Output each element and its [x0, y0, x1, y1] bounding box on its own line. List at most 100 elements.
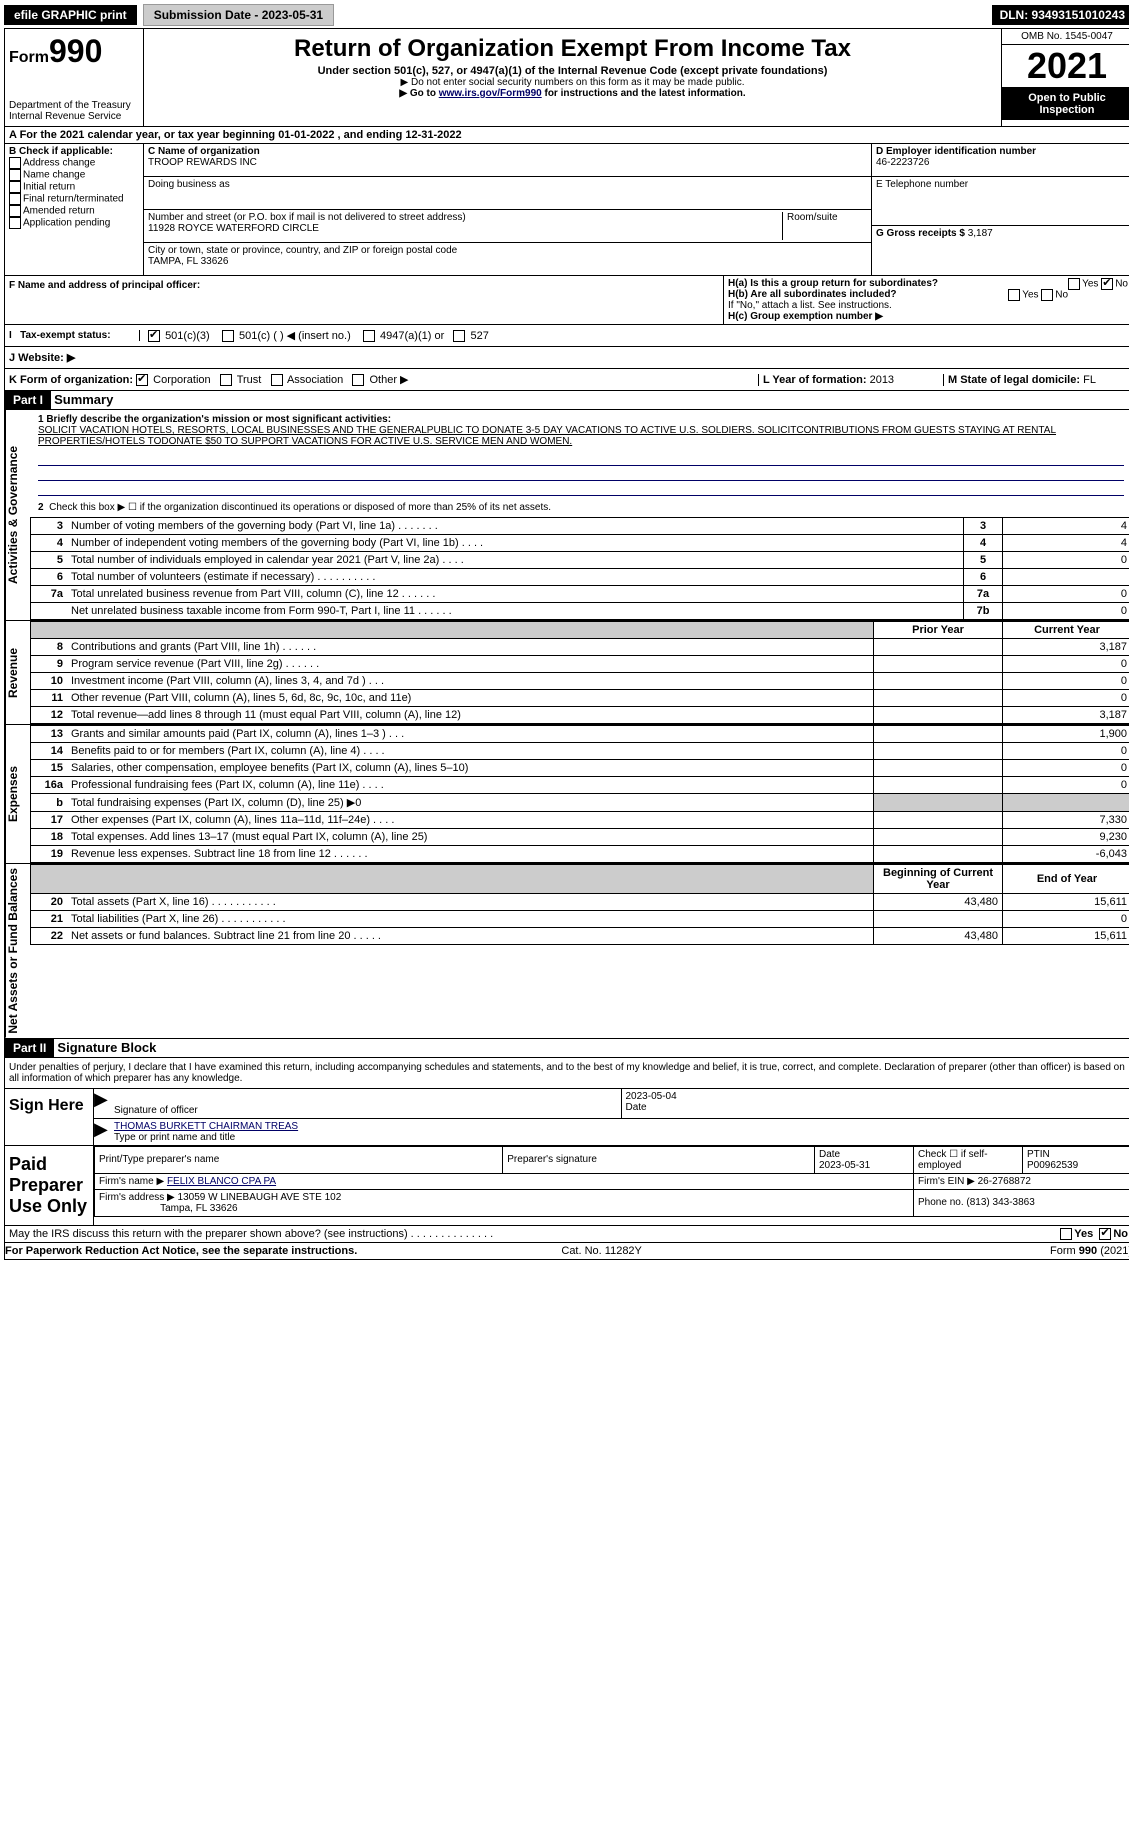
assoc-checkbox[interactable]	[271, 374, 283, 386]
line21-prior	[874, 911, 1003, 928]
line8-val: 3,187	[1003, 639, 1129, 656]
line3-val: 4	[1003, 518, 1129, 535]
app-pending-label: Application pending	[23, 218, 110, 229]
firm-addr2: Tampa, FL 33626	[160, 1203, 237, 1214]
bcd-block: B Check if applicable: Address change Na…	[5, 144, 1129, 276]
net-assets-table: Beginning of Current YearEnd of Year 20T…	[30, 864, 1129, 945]
header-left: Form990 Department of the Treasury Inter…	[5, 29, 144, 126]
m-value: FL	[1083, 374, 1096, 386]
discuss-no: No	[1113, 1228, 1128, 1240]
hb-yes-checkbox[interactable]	[1008, 289, 1020, 301]
line7a-val: 0	[1003, 586, 1129, 603]
line5-desc: Total number of individuals employed in …	[67, 552, 964, 569]
line14-val: 0	[1003, 743, 1129, 760]
initial-return-checkbox[interactable]	[9, 181, 21, 193]
501c-checkbox[interactable]	[222, 330, 234, 342]
calendar-year-line: A For the 2021 calendar year, or tax yea…	[5, 127, 1129, 144]
amended-return-checkbox[interactable]	[9, 205, 21, 217]
eoy-hdr: End of Year	[1003, 865, 1129, 894]
street-value: 11928 ROYCE WATERFORD CIRCLE	[148, 223, 782, 234]
gross-receipts-value: 3,187	[968, 228, 993, 239]
discuss-yes: Yes	[1074, 1228, 1093, 1240]
line22-desc: Net assets or fund balances. Subtract li…	[67, 928, 874, 945]
line7b-val: 0	[1003, 603, 1129, 620]
ptin-value: P00962539	[1027, 1160, 1078, 1171]
line22-val: 15,611	[1003, 928, 1129, 945]
line1-label: 1 Briefly describe the organization's mi…	[38, 414, 391, 425]
irs-link[interactable]: www.irs.gov/Form990	[439, 88, 542, 99]
sig-date-label: Date	[626, 1102, 1129, 1113]
line4-desc: Number of independent voting members of …	[67, 535, 964, 552]
omb-number: OMB No. 1545-0047	[1002, 29, 1129, 44]
line21-val: 0	[1003, 911, 1129, 928]
final-return-checkbox[interactable]	[9, 193, 21, 205]
line18-desc: Total expenses. Add lines 13–17 (must eq…	[67, 829, 874, 846]
street-label: Number and street (or P.O. box if mail i…	[148, 212, 782, 223]
trust-checkbox[interactable]	[220, 374, 232, 386]
goto-pre: ▶ Go to	[399, 88, 438, 99]
top-bar: efile GRAPHIC print Submission Date - 20…	[4, 4, 1129, 26]
declaration-text: Under penalties of perjury, I declare th…	[5, 1058, 1129, 1088]
line2-text: Check this box ▶ ☐ if the organization d…	[49, 502, 551, 513]
irs-label: Internal Revenue Service	[9, 111, 139, 122]
line3-desc: Number of voting members of the governin…	[67, 518, 964, 535]
name-change-checkbox[interactable]	[9, 169, 21, 181]
section-c: C Name of organization TROOP REWARDS INC…	[144, 144, 871, 275]
firm-name-value[interactable]: FELIX BLANCO CPA PA	[167, 1176, 276, 1187]
527-checkbox[interactable]	[453, 330, 465, 342]
fh-block: F Name and address of principal officer:…	[5, 276, 1129, 325]
dba-label: Doing business as	[148, 179, 867, 190]
open-inspection: Open to Public Inspection	[1002, 88, 1129, 120]
ptin-label: PTIN	[1027, 1149, 1050, 1160]
527-label: 527	[470, 330, 488, 342]
4947-checkbox[interactable]	[363, 330, 375, 342]
section-f: F Name and address of principal officer:	[5, 276, 723, 324]
line6-desc: Total number of volunteers (estimate if …	[67, 569, 964, 586]
discuss-no-checkbox[interactable]	[1099, 1228, 1111, 1240]
line15-val: 0	[1003, 760, 1129, 777]
line12-val: 3,187	[1003, 707, 1129, 724]
m-label: M State of legal domicile:	[948, 374, 1080, 386]
line19-desc: Revenue less expenses. Subtract line 18 …	[67, 846, 874, 863]
b-label: B Check if applicable:	[9, 146, 139, 157]
no-label-2: No	[1055, 290, 1068, 301]
other-checkbox[interactable]	[352, 374, 364, 386]
org-name-label: C Name of organization	[148, 146, 867, 157]
line13-val: 1,900	[1003, 726, 1129, 743]
section-h: H(a) Is this a group return for subordin…	[723, 276, 1129, 324]
mission-text: SOLICIT VACATION HOTELS, RESORTS, LOCAL …	[38, 425, 1056, 447]
klm-row: K Form of organization: Corporation Trus…	[5, 369, 1129, 391]
underline-2	[38, 468, 1124, 481]
firm-name-label: Firm's name ▶	[99, 1176, 164, 1187]
ha-no-checkbox[interactable]	[1101, 278, 1113, 290]
line9-val: 0	[1003, 656, 1129, 673]
vtab-expenses: Expenses	[5, 725, 30, 863]
section-d: D Employer identification number 46-2223…	[871, 144, 1129, 275]
l-label: L Year of formation:	[763, 374, 867, 386]
trust-label: Trust	[237, 374, 262, 386]
org-name: TROOP REWARDS INC	[148, 157, 867, 168]
line12-desc: Total revenue—add lines 8 through 11 (mu…	[67, 707, 874, 724]
part1-header: Part I Summary	[5, 391, 1129, 410]
corp-checkbox[interactable]	[136, 374, 148, 386]
discuss-row: May the IRS discuss this return with the…	[5, 1225, 1129, 1242]
vtab-revenue: Revenue	[5, 621, 30, 724]
line6-val	[1003, 569, 1129, 586]
addr-change-label: Address change	[23, 158, 95, 169]
hb-note: If "No," attach a list. See instructions…	[728, 300, 1128, 311]
line20-prior: 43,480	[874, 894, 1003, 911]
hb-no-checkbox[interactable]	[1041, 289, 1053, 301]
gross-receipts-label: G Gross receipts $	[876, 228, 965, 239]
app-pending-checkbox[interactable]	[9, 217, 21, 229]
efile-label: efile GRAPHIC print	[4, 5, 137, 25]
activities-governance: Activities & Governance 1 Briefly descri…	[5, 410, 1129, 621]
addr-change-checkbox[interactable]	[9, 157, 21, 169]
underline-3	[38, 483, 1124, 496]
hb-label: H(b) Are all subordinates included?	[728, 289, 897, 300]
officer-name-title[interactable]: THOMAS BURKETT CHAIRMAN TREAS	[114, 1121, 1128, 1132]
dept-treasury: Department of the Treasury	[9, 100, 139, 111]
discuss-yes-checkbox[interactable]	[1060, 1228, 1072, 1240]
501c3-checkbox[interactable]	[148, 330, 160, 342]
ha-yes-checkbox[interactable]	[1068, 278, 1080, 290]
yes-label-2: Yes	[1022, 290, 1038, 301]
